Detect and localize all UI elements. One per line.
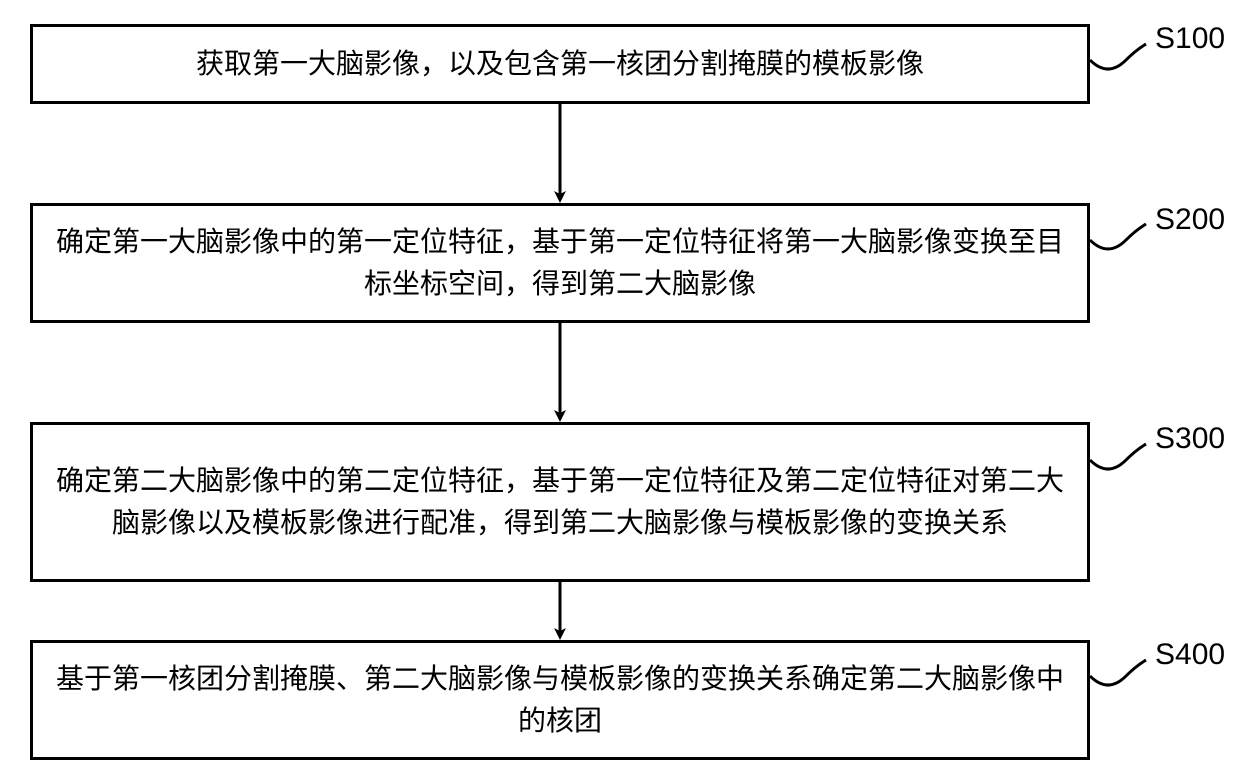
flow-connector-s100 [1090, 44, 1146, 69]
flow-node-s100: 获取第一大脑影像，以及包含第一核团分割掩膜的模板影像 [30, 24, 1090, 104]
flow-node-s300: 确定第二大脑影像中的第二定位特征，基于第一定位特征及第二定位特征对第二大脑影像以… [30, 422, 1090, 582]
flow-node-s200: 确定第一大脑影像中的第一定位特征，基于第一定位特征将第一大脑影像变换至目标坐标空… [30, 203, 1090, 323]
flow-node-s300-text: 确定第二大脑影像中的第二定位特征，基于第一定位特征及第二定位特征对第二大脑影像以… [53, 460, 1067, 544]
flow-label-s400: S400 [1155, 638, 1225, 672]
flow-label-s100: S100 [1155, 22, 1225, 56]
flow-connector-s400 [1090, 660, 1146, 685]
flow-node-s200-text: 确定第一大脑影像中的第一定位特征，基于第一定位特征将第一大脑影像变换至目标坐标空… [53, 221, 1067, 305]
flow-connector-s300 [1090, 444, 1146, 469]
flow-node-s400: 基于第一核团分割掩膜、第二大脑影像与模板影像的变换关系确定第二大脑影像中的核团 [30, 640, 1090, 760]
flow-label-s200: S200 [1155, 203, 1225, 237]
flowchart-canvas: 获取第一大脑影像，以及包含第一核团分割掩膜的模板影像 S100 确定第一大脑影像… [0, 0, 1240, 774]
flow-connector-s200 [1090, 224, 1146, 249]
flow-label-s300: S300 [1155, 422, 1225, 456]
flow-node-s400-text: 基于第一核团分割掩膜、第二大脑影像与模板影像的变换关系确定第二大脑影像中的核团 [53, 658, 1067, 742]
flow-node-s100-text: 获取第一大脑影像，以及包含第一核团分割掩膜的模板影像 [196, 43, 924, 85]
